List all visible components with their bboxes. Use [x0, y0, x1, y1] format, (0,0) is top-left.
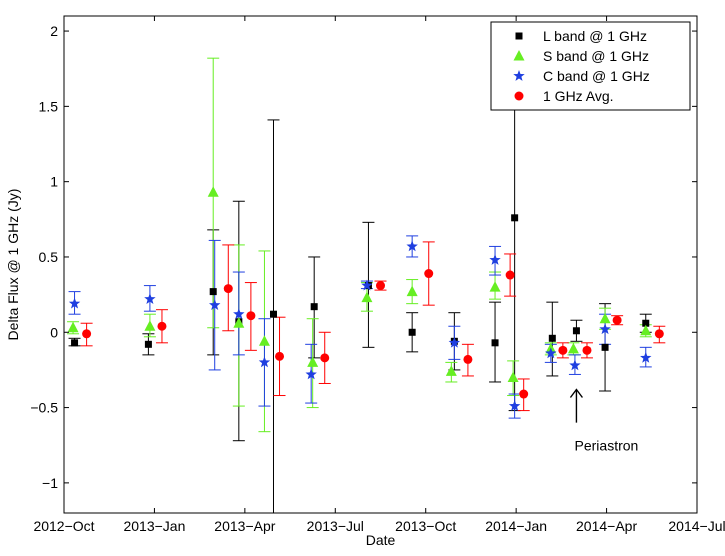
legend-marker-l-band-1-ghz: [515, 32, 523, 40]
point-s-band-1-ghz: [67, 321, 79, 333]
point-c-band-1-ghz: [406, 240, 418, 252]
point-l-band-1-ghz: [310, 303, 318, 311]
point-s-band-1-ghz: [361, 291, 373, 303]
legend-marker-s-band-1-ghz: [513, 50, 525, 61]
annotations: Periastron: [569, 388, 639, 454]
point-s-band-1-ghz: [307, 356, 319, 367]
x-tick-label: 2013−Jul: [307, 518, 364, 534]
point-1-ghz-avg: [654, 329, 664, 339]
point-c-band-1-ghz: [508, 400, 521, 411]
point-s-band-1-ghz: [489, 281, 501, 292]
legend-marker-1-ghz-avg: [514, 91, 524, 101]
point-c-band-1-ghz: [258, 356, 271, 368]
axes: 2012−Oct 2013−Jan 2013−Apr 2013−Jul 2013−Oct…: [30, 16, 725, 534]
point-c-band-1-ghz: [599, 323, 611, 335]
point-l-band-1-ghz: [144, 340, 152, 348]
point-l-band-1-ghz: [491, 339, 499, 347]
point-1-ghz-avg: [376, 281, 385, 291]
point-1-ghz-avg: [463, 354, 473, 364]
y-tick-label: 0.5: [39, 249, 59, 265]
periastron-label: Periastron: [575, 438, 639, 454]
point-1-ghz-avg: [223, 284, 233, 294]
point-l-band-1-ghz: [209, 288, 217, 296]
point-s-band-1-ghz: [233, 317, 245, 328]
point-1-ghz-avg: [246, 311, 256, 321]
y-tick-label: 0: [50, 324, 58, 340]
point-s-band-1-ghz: [144, 320, 156, 331]
y-tick-label: 2: [50, 23, 58, 39]
point-l-band-1-ghz: [408, 328, 416, 336]
x-tick-label: 2013−Apr: [214, 518, 275, 534]
point-c-band-1-ghz: [545, 347, 557, 359]
point-l-band-1-ghz: [548, 334, 556, 342]
point-1-ghz-avg: [505, 270, 515, 280]
point-1-ghz-avg: [82, 329, 92, 339]
point-s-band-1-ghz: [567, 342, 579, 354]
y-tick-label: −0.5: [30, 400, 58, 416]
point-s-band-1-ghz: [640, 324, 652, 336]
point-l-band-1-ghz: [71, 339, 79, 347]
y-tick-label: 1: [50, 174, 58, 190]
point-1-ghz-avg: [582, 345, 592, 355]
point-c-band-1-ghz: [489, 253, 501, 265]
point-l-band-1-ghz: [572, 327, 580, 335]
point-1-ghz-avg: [157, 321, 167, 331]
point-c-band-1-ghz: [305, 368, 317, 380]
legend-label-l-band-1-ghz: L band @ 1 GHz: [543, 28, 647, 44]
point-l-band-1-ghz: [269, 310, 277, 318]
point-s-band-1-ghz: [207, 186, 219, 197]
point-c-band-1-ghz: [144, 293, 156, 304]
legend-label-1-ghz-avg: 1 GHz Avg.: [543, 88, 614, 104]
y-axis-label: Delta Flux @ 1 GHz (Jy): [5, 189, 21, 341]
legend-label-c-band-1-ghz: C band @ 1 GHz: [543, 68, 650, 84]
legend-box: [490, 21, 691, 111]
point-1-ghz-avg: [320, 353, 330, 363]
point-1-ghz-avg: [275, 351, 285, 361]
point-s-band-1-ghz: [507, 371, 519, 382]
point-1-ghz-avg: [519, 389, 529, 399]
point-s-band-1-ghz: [406, 285, 418, 297]
point-c-band-1-ghz: [233, 308, 245, 320]
periastron-arrowhead: [569, 388, 583, 398]
x-tick-label: 2014−Jan: [485, 518, 547, 534]
point-1-ghz-avg: [424, 269, 434, 279]
point-c-band-1-ghz: [448, 336, 461, 348]
x-tick-label: 2014−Jul: [668, 518, 725, 534]
point-1-ghz-avg: [612, 315, 622, 325]
point-c-band-1-ghz: [68, 297, 81, 309]
x-tick-label: 2012−Oct: [33, 518, 94, 534]
point-s-band-1-ghz: [599, 312, 611, 324]
point-l-band-1-ghz: [601, 343, 609, 351]
legend-marker-c-band-1-ghz: [513, 70, 525, 81]
point-c-band-1-ghz: [209, 299, 221, 311]
point-l-band-1-ghz: [511, 214, 519, 222]
legend-label-s-band-1-ghz: S band @ 1 GHz: [543, 48, 649, 64]
point-c-band-1-ghz: [361, 279, 373, 291]
x-tick-label: 2014−Apr: [576, 518, 637, 534]
point-s-band-1-ghz: [445, 365, 457, 376]
point-c-band-1-ghz: [569, 359, 581, 371]
y-tick-label: −1: [42, 475, 58, 491]
x-tick-label: 2013−Jan: [123, 518, 185, 534]
y-tick-label: 1.5: [39, 98, 59, 114]
point-c-band-1-ghz: [640, 351, 652, 363]
point-l-band-1-ghz: [642, 319, 650, 327]
plot-frame: [63, 15, 698, 514]
x-axis-label: Date: [366, 532, 396, 548]
point-1-ghz-avg: [558, 345, 568, 355]
point-s-band-1-ghz: [258, 335, 270, 346]
markers: [67, 186, 664, 411]
x-tick-label: 2013−Oct: [395, 518, 456, 534]
legend: L band @ 1 GHz S band @ 1 GHz C band @ 1 G…: [490, 21, 691, 111]
